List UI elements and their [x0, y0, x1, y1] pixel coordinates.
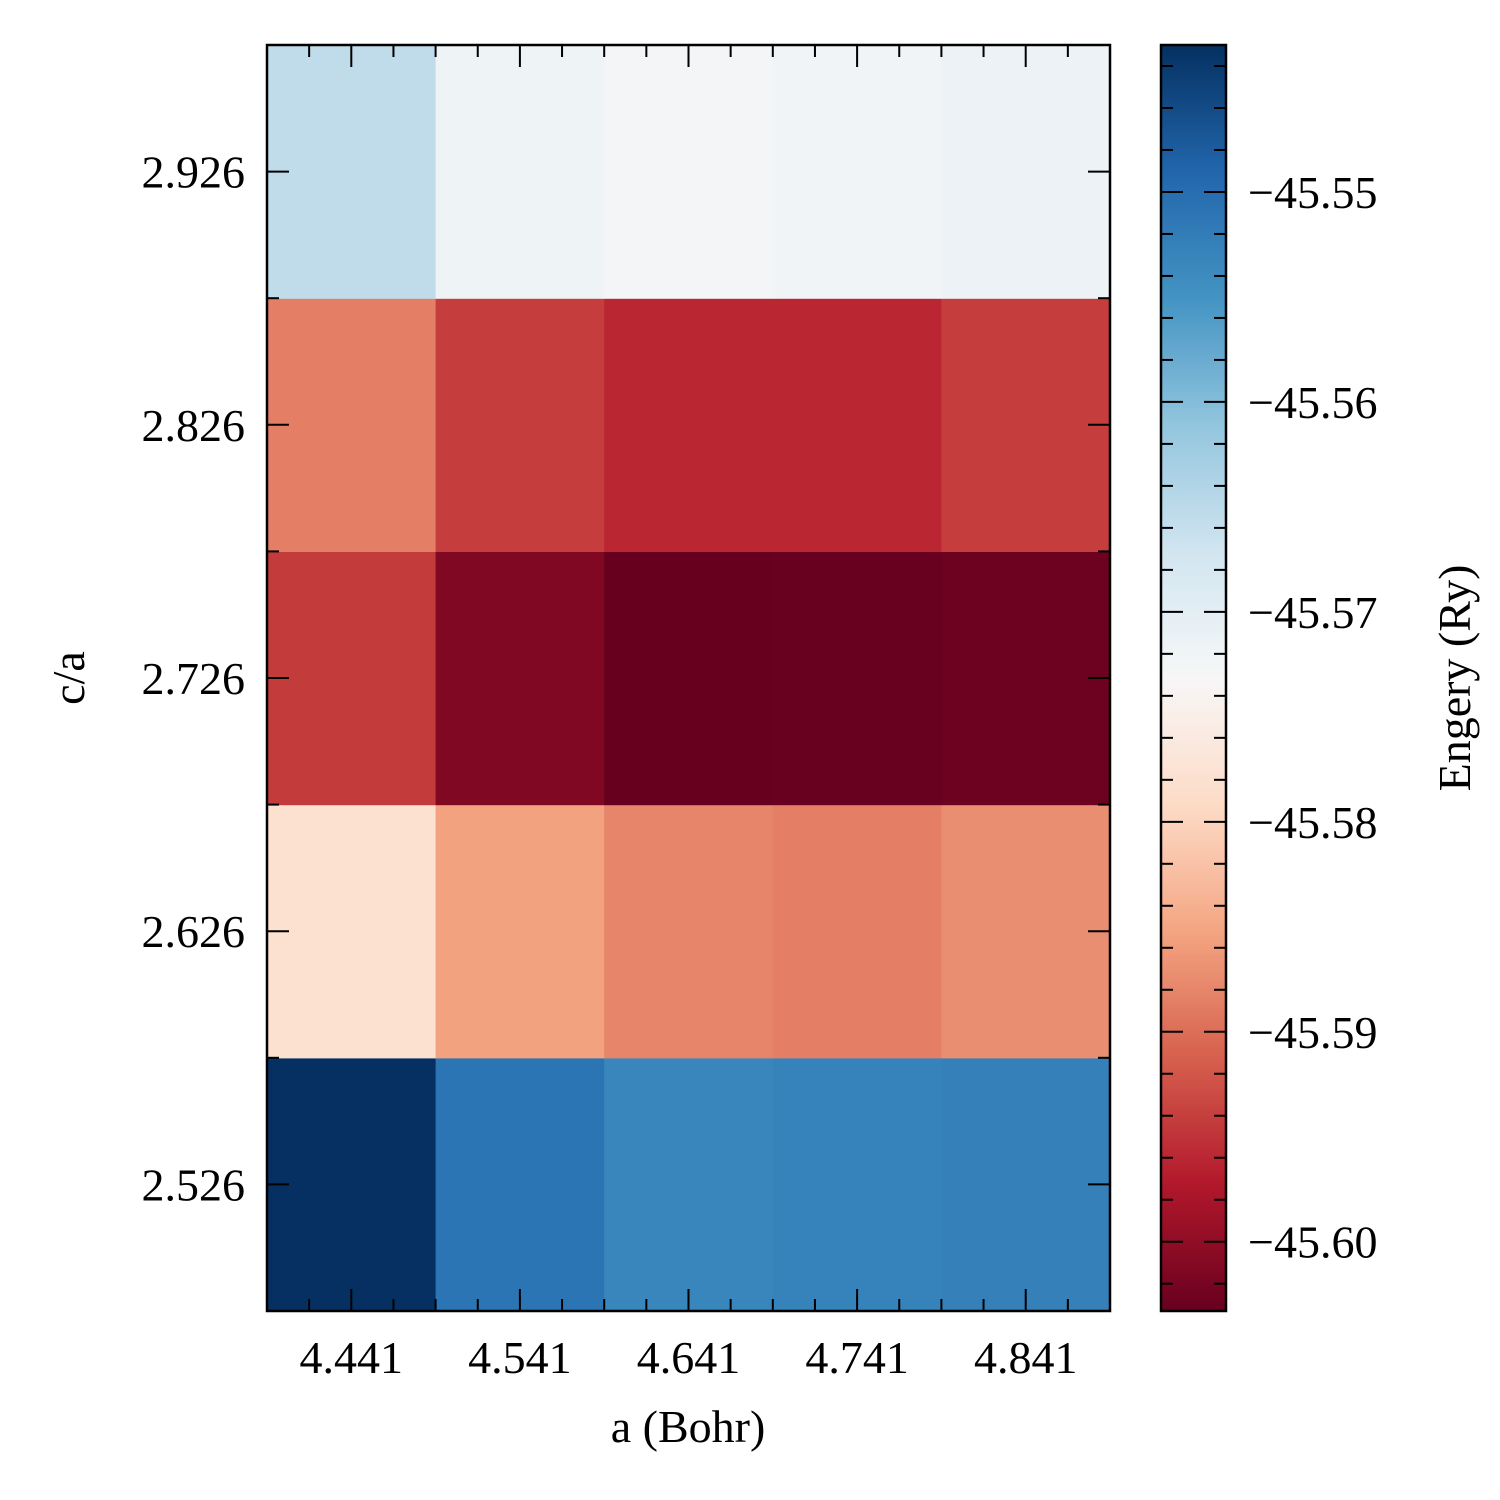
x-tick-label: 4.441	[300, 1332, 404, 1383]
heatmap-cell	[941, 298, 1111, 552]
heatmap-cell	[604, 45, 774, 299]
heatmap-cell	[772, 804, 942, 1059]
heatmap-cell	[604, 804, 774, 1059]
heatmap-cell	[772, 1057, 942, 1312]
y-tick-labels: 2.526 2.626 2.726 2.826 2.926	[142, 147, 246, 1211]
heatmap-cells	[267, 45, 1111, 1312]
heatmap-cell	[435, 298, 605, 552]
heatmap-cell	[941, 551, 1111, 806]
y-tick-label: 2.826	[142, 400, 246, 451]
colorbar-tick-labels: −45.60 −45.59 −45.58 −45.57 −45.56 −45.55	[1248, 167, 1377, 1268]
heatmap-cell	[941, 804, 1111, 1059]
y-axis-label: c/a	[43, 651, 94, 705]
axis-ticks	[267, 45, 1110, 1311]
colorbar-tick-label: −45.56	[1248, 377, 1377, 428]
heatmap-cell	[267, 45, 437, 299]
heatmap-cell	[604, 551, 774, 806]
y-tick-label: 2.726	[142, 653, 246, 704]
colorbar-tick-label: −45.57	[1248, 587, 1377, 638]
heatmap-cell	[941, 45, 1111, 299]
x-axis-label: a (Bohr)	[611, 1401, 766, 1452]
heatmap-cell	[267, 804, 437, 1059]
x-tick-label: 4.741	[805, 1332, 909, 1383]
y-tick-label: 2.526	[142, 1159, 246, 1210]
x-tick-label: 4.641	[637, 1332, 741, 1383]
colorbar-label: Engery (Ry)	[1429, 565, 1480, 792]
heatmap-cell	[941, 1057, 1111, 1312]
heatmap-cell	[435, 45, 605, 299]
heatmap-cell	[267, 298, 437, 552]
heatmap-cell	[772, 551, 942, 806]
plot-frame	[265, 43, 1112, 1313]
colorbar	[1159, 43, 1228, 1313]
heatmap-cell	[435, 804, 605, 1059]
heatmap-cell	[772, 298, 942, 552]
x-tick-labels: 4.441 4.541 4.641 4.741 4.841	[300, 1332, 1078, 1383]
y-tick-label: 2.626	[142, 906, 246, 957]
heatmap-cell	[435, 551, 605, 806]
heatmap-cell	[267, 551, 437, 806]
x-tick-label: 4.841	[974, 1332, 1078, 1383]
colorbar-ticks	[1161, 64, 1226, 1285]
colorbar-tick-label: −45.60	[1248, 1217, 1377, 1268]
heatmap-cell	[435, 1057, 605, 1312]
heatmap-cell	[267, 1057, 437, 1312]
heatmap-cell	[604, 1057, 774, 1312]
heatmap-cell	[772, 45, 942, 299]
y-tick-label: 2.926	[142, 147, 246, 198]
colorbar-tick-label: −45.58	[1248, 797, 1377, 848]
x-tick-label: 4.541	[468, 1332, 572, 1383]
colorbar-tick-label: −45.55	[1248, 167, 1377, 218]
colorbar-tick-label: −45.59	[1248, 1007, 1377, 1058]
heatmap-cell	[604, 298, 774, 552]
